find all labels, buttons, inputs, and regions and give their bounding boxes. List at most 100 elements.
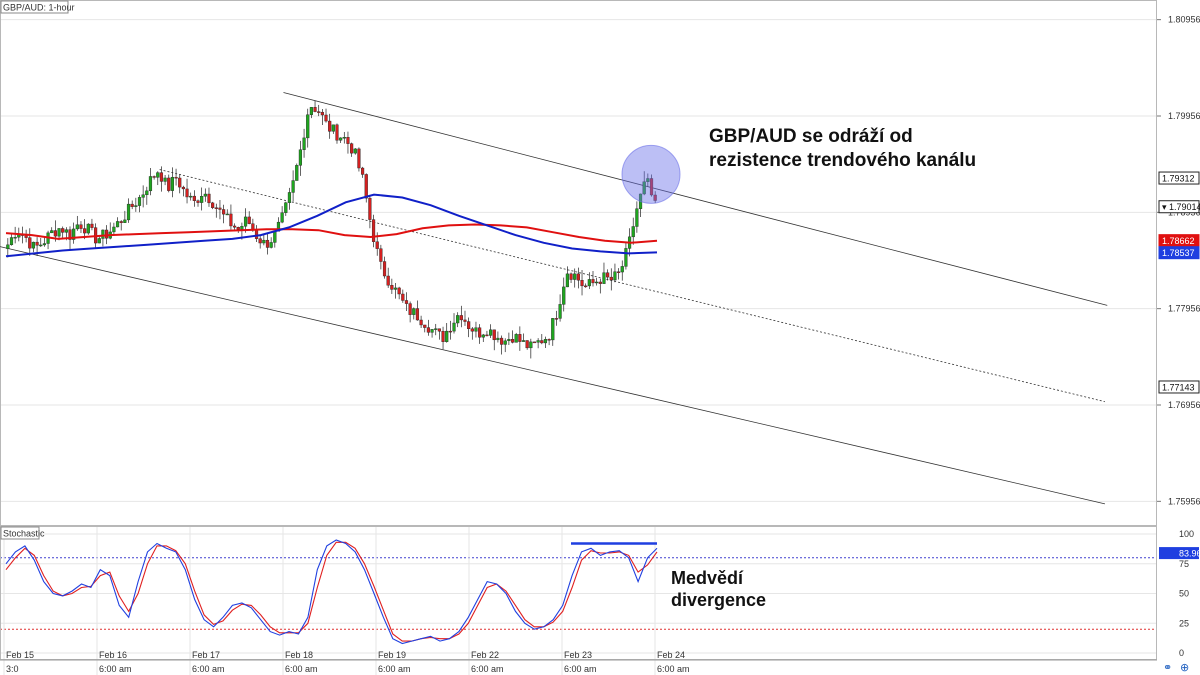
bullish-candle: [445, 330, 449, 342]
stochastic-value-box: [1159, 547, 1199, 560]
bullish-candle: [243, 216, 248, 227]
bullish-candle: [276, 221, 281, 232]
bearish-candle: [441, 331, 445, 342]
bullish-candle: [269, 242, 273, 248]
stochastic-axis: 100 75 50 25 0 83.96: [1159, 529, 1200, 658]
bearish-candle: [423, 324, 427, 328]
annotation-divergence-line-1: Medvědí: [671, 568, 744, 588]
bearish-candle: [152, 176, 156, 178]
bearish-candle: [364, 174, 368, 199]
bearish-candle: [368, 197, 372, 220]
bearish-candle: [379, 248, 383, 262]
bullish-candle: [393, 287, 398, 290]
bearish-candle: [159, 172, 164, 182]
channel-line-lower: [0, 246, 1106, 505]
price-tick-label: 1.77956: [1168, 304, 1200, 314]
time-date-label: Feb 15: [6, 650, 34, 660]
bullish-candle: [101, 229, 105, 239]
bearish-candle: [346, 137, 350, 144]
bullish-candle: [536, 340, 540, 343]
stochastic-d-line: [5, 541, 658, 642]
link-icon[interactable]: ⚭: [1163, 662, 1172, 674]
bullish-candle: [456, 315, 460, 324]
bearish-candle: [404, 300, 409, 304]
time-date-label: Feb 22: [471, 650, 499, 660]
bullish-candle: [635, 208, 639, 227]
stochastic-tick-label: 100: [1179, 529, 1194, 539]
bearish-candle: [653, 194, 657, 201]
bullish-candle: [613, 271, 617, 281]
bearish-candle: [68, 229, 72, 240]
zoom-icon[interactable]: ⊕: [1180, 662, 1189, 674]
bullish-candle: [189, 195, 193, 198]
bearish-candle: [569, 273, 573, 280]
bullish-candle: [353, 148, 357, 154]
bearish-candle: [470, 328, 474, 332]
moving-average-red: [5, 223, 658, 244]
stochastic-k-line: [5, 539, 658, 645]
bullish-candle: [75, 224, 79, 230]
bullish-candle: [31, 241, 36, 249]
bullish-candle: [126, 203, 131, 221]
price-tick-label: 1.80956: [1168, 15, 1200, 25]
price-tick-label: 1.75956: [1168, 496, 1200, 506]
bearish-candle: [360, 167, 365, 175]
bullish-candle: [489, 329, 493, 336]
bearish-candle: [375, 241, 379, 249]
stochastic-value: 83.96: [1179, 549, 1200, 559]
stochastic-title: Stochastic: [3, 529, 45, 539]
bullish-candle: [331, 124, 335, 132]
price-tag-box: [1158, 246, 1200, 260]
bullish-candle: [9, 237, 14, 246]
bearish-candle: [419, 319, 423, 326]
bullish-candle: [273, 231, 277, 243]
bullish-candle: [302, 137, 306, 150]
bearish-candle: [83, 228, 87, 234]
bearish-candle: [386, 275, 390, 286]
bullish-candle: [298, 149, 303, 166]
bullish-candle: [295, 165, 299, 181]
bullish-candle: [6, 244, 10, 249]
time-hour-label: 6:00 am: [192, 664, 225, 674]
bullish-candle: [280, 212, 284, 223]
bullish-candle: [112, 226, 116, 233]
bearish-candle: [459, 315, 463, 321]
price-axis: 1.809561.799561.789561.779561.769561.759…: [1157, 15, 1200, 506]
bullish-candle: [529, 341, 533, 349]
annotation-resistance-line-2: rezistence trendového kanálu: [709, 150, 977, 171]
price-panel-frame: [0, 0, 1157, 526]
channel-line-middle: [159, 169, 1106, 403]
bearish-candle: [236, 227, 240, 230]
bearish-candle: [540, 340, 544, 344]
bearish-candle: [598, 281, 602, 284]
bearish-candle: [167, 177, 171, 191]
bearish-candle: [254, 230, 259, 239]
annotation-resistance-line-1: GBP/AUD se odráží od: [709, 126, 913, 147]
bearish-candle: [320, 111, 324, 116]
bullish-candle: [156, 172, 160, 178]
bullish-candle: [203, 193, 207, 197]
bullish-candle: [137, 197, 142, 206]
bearish-candle: [401, 293, 405, 301]
bullish-candle: [434, 328, 438, 330]
bullish-candle: [148, 176, 153, 192]
time-date-label: Feb 19: [378, 650, 406, 660]
price-tag: ▾ 1.79014: [1162, 202, 1200, 212]
bearish-candle: [532, 341, 537, 344]
bullish-candle: [170, 176, 174, 191]
bearish-candle: [492, 329, 496, 341]
bearish-candle: [525, 340, 529, 349]
bearish-candle: [390, 285, 394, 290]
bearish-candle: [35, 241, 39, 246]
bearish-candle: [232, 225, 237, 228]
bearish-candle: [317, 111, 321, 113]
bearish-candle: [617, 271, 621, 273]
bearish-candle: [207, 193, 211, 204]
bullish-candle: [521, 340, 526, 342]
time-date-label: Feb 17: [192, 650, 220, 660]
bullish-candle: [507, 339, 511, 342]
bearish-candle: [185, 188, 189, 198]
price-tag: 1.78537: [1162, 248, 1195, 258]
bullish-candle: [481, 334, 485, 338]
